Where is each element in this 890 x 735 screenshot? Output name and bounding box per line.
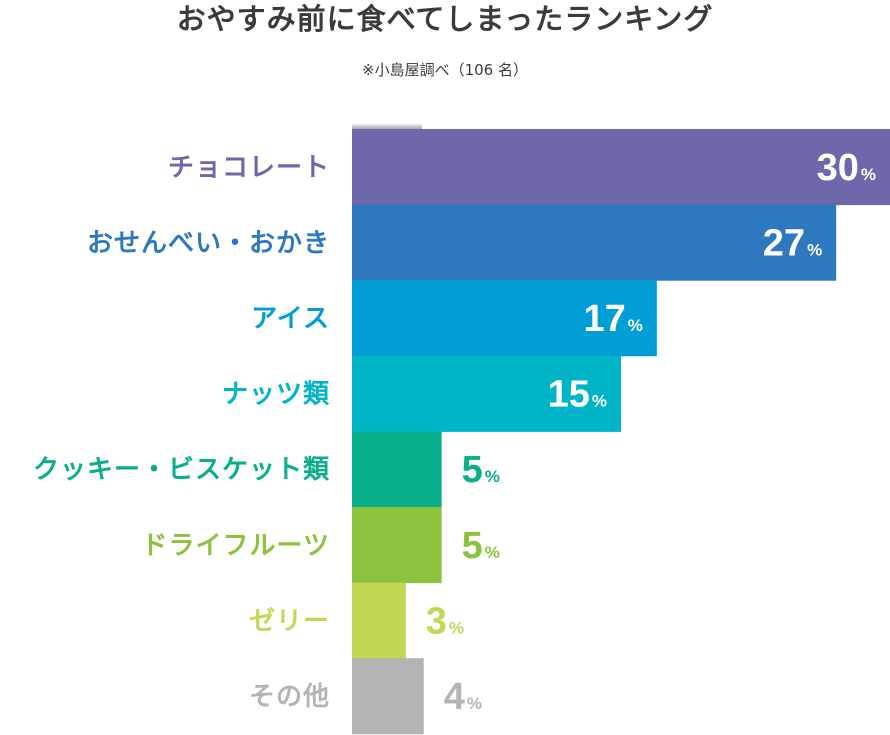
value-label: 30% — [817, 147, 876, 189]
value-unit: % — [861, 165, 876, 184]
value-label: 3% — [426, 600, 464, 642]
category-label: おせんべい・おかき — [87, 228, 330, 258]
value-label: 5% — [462, 449, 500, 491]
chart-subtitle: ※小島屋調べ（106 名） — [362, 61, 528, 79]
value-label: 27% — [763, 222, 822, 264]
value-unit: % — [807, 240, 822, 259]
value-label: 5% — [462, 525, 500, 567]
category-label: ゼリー — [249, 606, 330, 636]
chart-title: おやすみ前に食べてしまったランキング — [176, 2, 714, 36]
bar-5 — [352, 431, 442, 508]
bar-4 — [352, 355, 621, 432]
value-label: 17% — [583, 298, 642, 340]
bar-3 — [352, 280, 657, 357]
value-number: 17 — [583, 298, 625, 340]
value-unit: % — [485, 467, 500, 486]
category-label: アイス — [251, 304, 330, 334]
category-label: ドライフルーツ — [142, 531, 330, 561]
value-label: 4% — [444, 676, 482, 718]
value-number: 30 — [817, 147, 859, 189]
value-unit: % — [592, 392, 607, 411]
category-label: チョコレート — [168, 153, 330, 183]
bar-top-shadow — [352, 123, 422, 129]
category-label: その他 — [249, 682, 330, 712]
category-label: ナッツ類 — [222, 380, 330, 410]
value-unit: % — [449, 618, 464, 637]
value-unit: % — [628, 316, 643, 335]
value-number: 5 — [462, 525, 483, 567]
bar-8 — [352, 658, 424, 735]
value-number: 3 — [426, 600, 447, 642]
value-number: 4 — [444, 676, 465, 718]
value-unit: % — [467, 694, 482, 713]
category-label: クッキー・ビスケット類 — [33, 455, 330, 485]
bar-7 — [352, 582, 406, 659]
value-label: 15% — [548, 374, 607, 416]
value-unit: % — [485, 543, 500, 562]
bar-2 — [352, 204, 837, 281]
value-number: 15 — [548, 374, 590, 416]
bar-6 — [352, 507, 442, 584]
bar-1 — [352, 129, 890, 206]
value-number: 5 — [462, 449, 483, 491]
value-number: 27 — [763, 222, 805, 264]
